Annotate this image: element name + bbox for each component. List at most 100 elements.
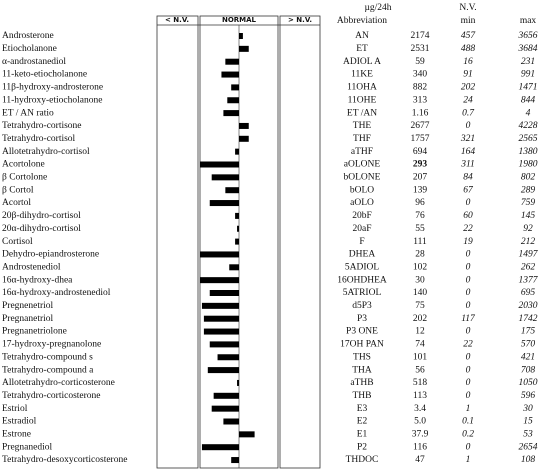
abbreviation: E3	[357, 404, 368, 414]
min: 0	[466, 275, 471, 285]
value: 293	[413, 160, 428, 170]
min: 0	[466, 352, 471, 362]
max: 108	[521, 455, 536, 465]
min: 164	[461, 147, 476, 157]
max: 289	[521, 185, 536, 195]
min: 0	[466, 198, 471, 208]
min: 0	[466, 121, 471, 131]
max: 231	[521, 57, 535, 67]
analyte-name: 17-hydroxy-pregnanolone	[2, 340, 101, 350]
analyte-name: Tetrahydro-corticosterone	[2, 391, 101, 401]
abbreviation: P3	[357, 314, 367, 324]
value: 116	[413, 442, 427, 452]
analyte-name: Tetrahydro-compound s	[2, 352, 93, 362]
deviation-bar	[213, 392, 239, 399]
min: 0	[466, 378, 471, 388]
abbreviation: 11KE	[351, 70, 373, 80]
min: 0.1	[462, 417, 474, 427]
max: 2654	[519, 442, 538, 452]
value: 5.0	[414, 417, 426, 427]
max: 1497	[519, 250, 539, 260]
min: 19	[463, 237, 473, 247]
above-label: > N.V.	[288, 16, 312, 24]
abbreviation: 20bF	[352, 211, 372, 221]
abbreviation: THF	[353, 134, 371, 144]
analyte-name: β Cortol	[2, 185, 34, 195]
min: 0	[466, 288, 471, 298]
max: 15	[523, 417, 533, 427]
value: 101	[413, 352, 428, 362]
max: 708	[521, 365, 536, 375]
value: 28	[415, 250, 425, 260]
analyte-name: Estriol	[2, 404, 28, 414]
max: 53	[523, 430, 533, 440]
deviation-bar	[200, 161, 239, 168]
deviation-bar	[229, 264, 239, 271]
min: 117	[461, 314, 476, 324]
analyte-name: Tetrahydro-cortisone	[2, 121, 82, 131]
analyte-name: Pregnanetriol	[2, 314, 54, 324]
max: 596	[521, 391, 536, 401]
min: 311	[460, 160, 475, 170]
deviation-bar	[209, 341, 239, 348]
max: 212	[521, 237, 536, 247]
analyte-name: 20β-dihydro-cortisol	[2, 211, 81, 221]
deviation-bar	[237, 379, 239, 386]
min: 1	[466, 404, 471, 414]
value: 2531	[411, 44, 430, 54]
deviation-bar	[209, 290, 239, 296]
value: 75	[415, 301, 425, 311]
analyte-name: 11-hydroxy-etiocholanone	[2, 95, 102, 105]
max: 421	[521, 352, 535, 362]
max: 4	[526, 108, 531, 118]
abbreviation: P2	[357, 442, 367, 452]
min: 16	[463, 57, 473, 67]
abbreviation: ADIOL A	[343, 57, 381, 67]
deviation-bar	[217, 354, 239, 361]
deviation-bar	[231, 457, 239, 464]
abbreviation: THE	[353, 121, 372, 131]
max: 92	[523, 224, 533, 234]
min: 0.2	[462, 430, 474, 440]
deviation-bar	[207, 367, 239, 374]
max: 1471	[519, 83, 538, 93]
max: 4228	[519, 121, 538, 131]
min: 488	[461, 44, 476, 54]
abbreviation: aOLONE	[344, 160, 381, 170]
value: 1757	[411, 134, 430, 144]
abbreviation: 5ATRIOL	[343, 288, 382, 298]
analyte-name: Acortolone	[2, 160, 45, 170]
deviation-bar	[209, 200, 239, 207]
max: 1050	[519, 378, 538, 388]
deviation-bar	[239, 45, 249, 52]
min: 0.7	[462, 108, 475, 118]
value: 76	[415, 211, 425, 221]
abbreviation: aTHB	[350, 378, 373, 388]
abbreviation: E1	[357, 430, 368, 440]
max: 802	[521, 173, 536, 183]
deviation-bar	[235, 212, 239, 219]
analyte-name: Estrone	[2, 430, 31, 440]
deviation-bar	[235, 148, 239, 155]
analyte-name: 11β-hydroxy-androsterone	[2, 83, 103, 93]
value: 96	[415, 198, 425, 208]
deviation-bar	[231, 84, 239, 91]
deviation-bar	[239, 33, 243, 39]
value: 2174	[411, 31, 430, 41]
unit: µg/24h	[364, 3, 391, 13]
analyte-name: 16α-hydroxy-androstenediol	[2, 288, 111, 298]
deviation-bar	[200, 251, 239, 258]
max: 3656	[518, 31, 538, 41]
analyte-name: Cortisol	[2, 237, 33, 247]
value: 37.9	[412, 430, 429, 440]
value: 202	[413, 314, 428, 324]
value: 30	[415, 275, 425, 285]
above-box	[279, 15, 321, 469]
deviation-bar	[201, 302, 239, 309]
value: 59	[415, 57, 425, 67]
value: 340	[413, 70, 428, 80]
abbreviation: 17OH PAN	[340, 340, 384, 350]
min: 0	[466, 442, 471, 452]
